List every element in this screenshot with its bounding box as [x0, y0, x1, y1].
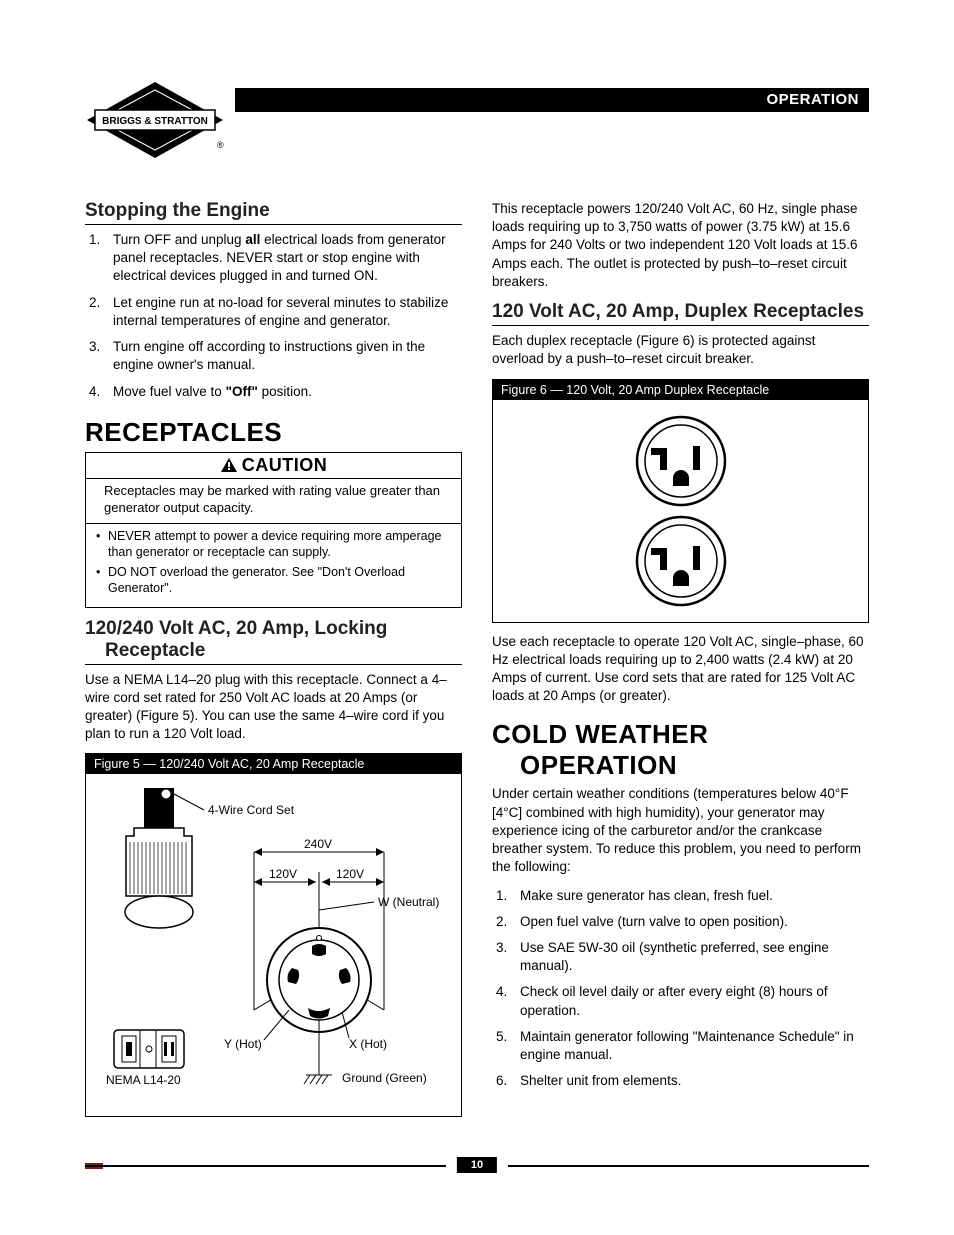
- svg-text:®: ®: [217, 140, 224, 150]
- list-item: Let engine run at no-load for several mi…: [85, 294, 462, 330]
- page-footer: 10: [85, 1157, 869, 1177]
- list-item: DO NOT overload the generator. See "Don'…: [94, 564, 453, 597]
- caution-bullets: NEVER attempt to power a device requirin…: [86, 524, 461, 607]
- locking-receptacle-heading: 120/240 Volt AC, 20 Amp, Locking Recepta…: [85, 618, 462, 665]
- svg-text:240V: 240V: [304, 837, 332, 851]
- receptacle-intro: This receptacle powers 120/240 Volt AC, …: [492, 200, 869, 291]
- list-item: Move fuel valve to "Off" position.: [85, 383, 462, 401]
- figure-5-diagram: 4-Wire Cord Set: [94, 780, 454, 1110]
- figure-5: Figure 5 — 120/240 Volt AC, 20 Amp Recep…: [85, 753, 462, 1117]
- cold-weather-lead: Under certain weather conditions (temper…: [492, 785, 869, 876]
- svg-text:X (Hot): X (Hot): [349, 1037, 387, 1051]
- figure-6: Figure 6 — 120 Volt, 20 Amp Duplex Recep…: [492, 379, 869, 623]
- locking-receptacle-body: Use a NEMA L14–20 plug with this recepta…: [85, 671, 462, 744]
- brand-logo: BRIGGS & STRATTON ®: [85, 80, 225, 160]
- figure-6-title: Figure 6 — 120 Volt, 20 Amp Duplex Recep…: [493, 380, 868, 400]
- list-item: Check oil level daily or after every eig…: [492, 983, 869, 1019]
- svg-text:NEMA L14-20: NEMA L14-20: [106, 1073, 181, 1087]
- list-item: Turn OFF and unplug all electrical loads…: [85, 231, 462, 286]
- figure-6-diagram: [571, 406, 791, 616]
- svg-text:BRIGGS & STRATTON: BRIGGS & STRATTON: [102, 116, 208, 127]
- caution-box: CAUTION Receptacles may be marked with r…: [85, 452, 462, 608]
- duplex-body: Use each receptacle to operate 120 Volt …: [492, 633, 869, 706]
- svg-text:Ground (Green): Ground (Green): [342, 1071, 427, 1085]
- warning-icon: [220, 457, 238, 473]
- list-item: NEVER attempt to power a device requirin…: [94, 528, 453, 561]
- left-column: Stopping the Engine Turn OFF and unplug …: [85, 200, 462, 1127]
- caution-lead: Receptacles may be marked with rating va…: [86, 479, 461, 524]
- receptacles-heading: RECEPTACLES: [85, 417, 462, 448]
- stopping-engine-heading: Stopping the Engine: [85, 200, 462, 225]
- list-item: Turn engine off according to instruction…: [85, 338, 462, 374]
- duplex-heading: 120 Volt AC, 20 Amp, Duplex Receptacles: [492, 301, 869, 326]
- section-label: OPERATION: [235, 88, 869, 112]
- list-item: Use SAE 5W-30 oil (synthetic preferred, …: [492, 939, 869, 975]
- svg-text:Y (Hot): Y (Hot): [224, 1037, 262, 1051]
- list-item: Maintain generator following "Maintenanc…: [492, 1028, 869, 1064]
- list-item: Open fuel valve (turn valve to open posi…: [492, 913, 869, 931]
- right-column: This receptacle powers 120/240 Volt AC, …: [492, 200, 869, 1127]
- svg-text:120V: 120V: [269, 867, 297, 881]
- svg-text:W (Neutral): W (Neutral): [378, 895, 439, 909]
- stopping-engine-steps: Turn OFF and unplug all electrical loads…: [85, 231, 462, 401]
- caution-label: CAUTION: [86, 453, 461, 479]
- page-number: 10: [457, 1157, 497, 1173]
- list-item: Shelter unit from elements.: [492, 1072, 869, 1090]
- svg-text:120V: 120V: [336, 867, 364, 881]
- list-item: Make sure generator has clean, fresh fue…: [492, 887, 869, 905]
- page-header: BRIGGS & STRATTON ® OPERATION: [85, 80, 869, 160]
- cold-weather-heading: COLD WEATHER OPERATION: [492, 719, 869, 781]
- cold-weather-steps: Make sure generator has clean, fresh fue…: [492, 887, 869, 1091]
- figure-5-title: Figure 5 — 120/240 Volt AC, 20 Amp Recep…: [86, 754, 461, 774]
- svg-text:4-Wire Cord Set: 4-Wire Cord Set: [208, 803, 295, 817]
- duplex-lead: Each duplex receptacle (Figure 6) is pro…: [492, 332, 869, 368]
